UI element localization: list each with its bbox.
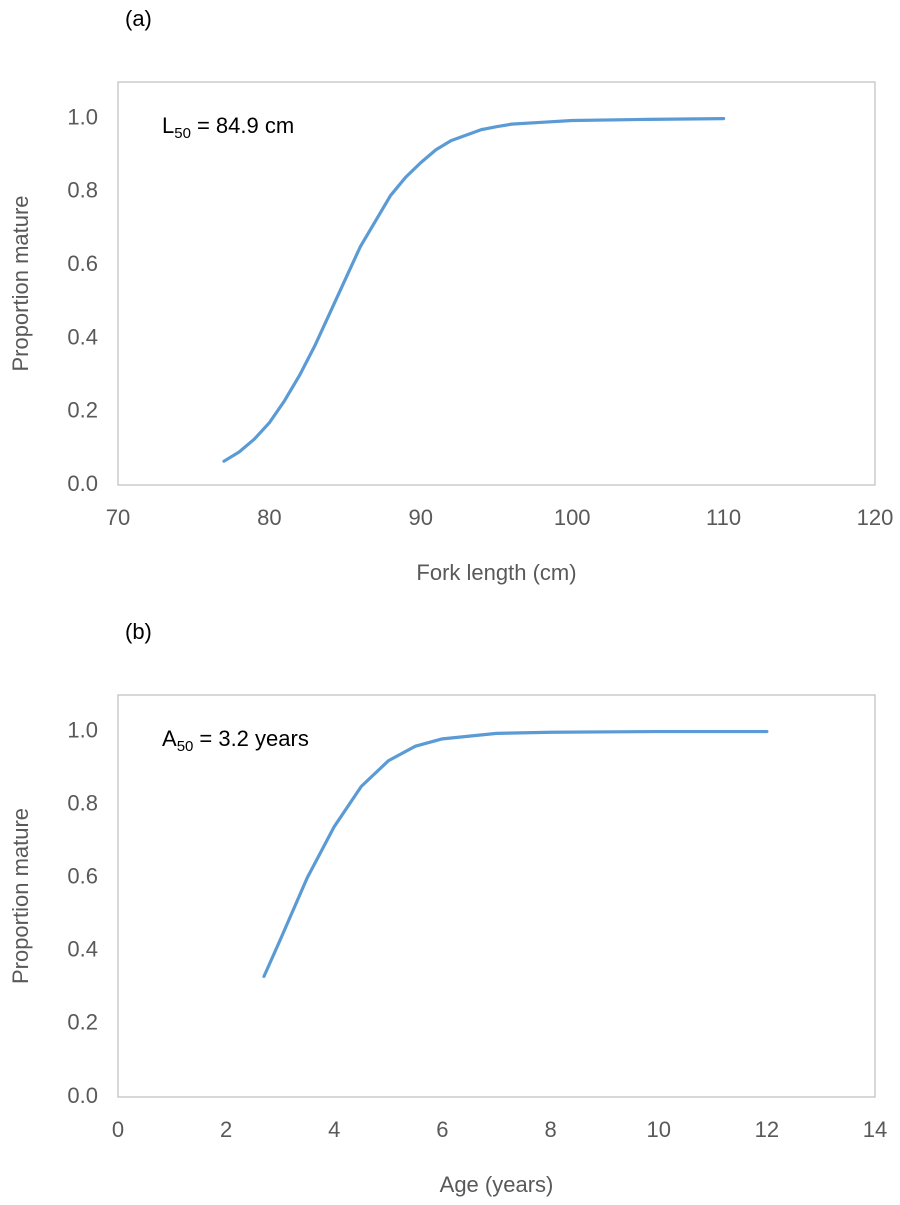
y-axis-label: Proportion mature bbox=[8, 808, 33, 984]
x-tick-label: 2 bbox=[220, 1117, 232, 1142]
y-tick-label: 1.0 bbox=[67, 104, 98, 129]
x-tick-label: 100 bbox=[554, 505, 591, 530]
x-axis-label: Age (years) bbox=[440, 1172, 554, 1197]
annotation-text-after: = 3.2 years bbox=[199, 726, 308, 751]
y-tick-label: 0.6 bbox=[67, 251, 98, 276]
x-tick-label: 70 bbox=[106, 505, 130, 530]
x-tick-label: 8 bbox=[544, 1117, 556, 1142]
data-line bbox=[262, 729, 769, 978]
x-tick-label: 120 bbox=[857, 505, 894, 530]
plot-area bbox=[117, 81, 876, 486]
y-tick-label: 0.6 bbox=[67, 864, 98, 889]
y-tick-label: 0.4 bbox=[67, 324, 98, 349]
plot-area bbox=[117, 694, 876, 1098]
y-tick-label: 1.0 bbox=[67, 717, 98, 742]
y-tick-label: 0.0 bbox=[67, 471, 98, 496]
y-tick-label: 0.4 bbox=[67, 937, 98, 962]
annotation-subscript: 50 bbox=[174, 125, 191, 142]
annotation-subscript: 50 bbox=[177, 738, 194, 755]
annotation: L50 = 84.9 cm bbox=[162, 113, 294, 142]
panel-label: (a) bbox=[125, 6, 152, 31]
annotation-text-after: = 84.9 cm bbox=[197, 113, 294, 138]
x-tick-label: 10 bbox=[646, 1117, 670, 1142]
data-line bbox=[222, 117, 726, 463]
y-tick-label: 0.2 bbox=[67, 1010, 98, 1035]
y-tick-label: 0.8 bbox=[67, 790, 98, 815]
x-tick-label: 4 bbox=[328, 1117, 340, 1142]
y-tick-label: 0.8 bbox=[67, 178, 98, 203]
x-tick-label: 6 bbox=[436, 1117, 448, 1142]
x-tick-label: 0 bbox=[112, 1117, 124, 1142]
x-tick-label: 14 bbox=[863, 1117, 887, 1142]
y-tick-label: 0.2 bbox=[67, 398, 98, 423]
panel-label: (b) bbox=[125, 619, 152, 644]
x-axis-label: Fork length (cm) bbox=[416, 560, 576, 585]
annotation-text: L bbox=[162, 113, 174, 138]
x-tick-label: 80 bbox=[257, 505, 281, 530]
x-tick-label: 110 bbox=[706, 505, 741, 530]
y-axis-label: Proportion mature bbox=[8, 195, 33, 371]
x-tick-label: 90 bbox=[409, 505, 433, 530]
x-tick-label: 12 bbox=[755, 1117, 779, 1142]
annotation: A50 = 3.2 years bbox=[162, 726, 309, 755]
annotation-text: A bbox=[162, 726, 177, 751]
y-tick-label: 0.0 bbox=[67, 1083, 98, 1108]
